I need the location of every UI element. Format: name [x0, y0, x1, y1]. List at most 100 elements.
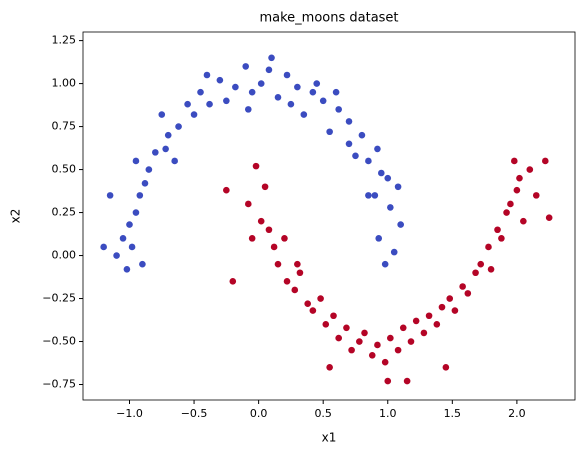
point: [335, 334, 342, 342]
point: [403, 377, 411, 385]
plot-frame: [82, 31, 576, 401]
point: [274, 94, 282, 101]
point: [407, 338, 415, 345]
point: [356, 338, 363, 345]
point: [545, 214, 553, 222]
point: [472, 269, 479, 277]
y-tick-label: −0.50: [42, 335, 76, 348]
point: [368, 351, 376, 359]
point: [100, 243, 107, 251]
point: [485, 243, 492, 251]
point: [317, 295, 324, 302]
point: [203, 71, 211, 79]
point: [343, 324, 350, 332]
point: [261, 183, 269, 191]
y-axis-label: x2: [9, 209, 23, 224]
x-tick-label: 1.5: [444, 407, 462, 420]
point: [394, 183, 402, 191]
point: [374, 145, 381, 153]
point: [397, 221, 404, 228]
point: [223, 97, 230, 105]
point: [171, 157, 178, 165]
point: [387, 204, 394, 211]
point: [498, 235, 505, 242]
point: [345, 140, 353, 148]
point: [175, 123, 182, 130]
point: [287, 100, 295, 108]
point: [332, 88, 340, 96]
point: [242, 63, 250, 70]
point: [283, 71, 291, 79]
point: [244, 200, 252, 208]
point: [232, 83, 239, 91]
point: [158, 111, 166, 118]
point: [371, 192, 379, 199]
point: [128, 243, 136, 251]
point: [184, 100, 191, 108]
point: [420, 329, 428, 337]
point: [283, 278, 291, 285]
point: [477, 260, 485, 268]
point: [345, 118, 353, 125]
point: [511, 157, 518, 165]
point: [412, 317, 420, 325]
point: [384, 174, 392, 182]
x-tick-label: 2.0: [508, 407, 526, 420]
point: [319, 97, 327, 105]
point: [322, 321, 330, 328]
x-tick-label: 0.5: [314, 407, 332, 420]
x-axis-label: x1: [322, 431, 337, 445]
point: [330, 312, 337, 320]
point: [206, 100, 213, 108]
y-tick-label: 0.50: [52, 163, 77, 176]
point: [433, 321, 441, 328]
point: [229, 278, 237, 285]
point: [265, 226, 273, 234]
point: [399, 324, 407, 332]
point: [374, 341, 381, 349]
point: [381, 358, 389, 366]
point: [387, 334, 394, 342]
point: [190, 111, 198, 118]
point: [139, 260, 146, 268]
y-tick-label: −0.25: [42, 292, 76, 305]
y-tick-label: 0.25: [52, 206, 77, 219]
point: [375, 235, 383, 242]
point: [459, 283, 466, 290]
point: [532, 192, 540, 199]
point: [377, 169, 385, 177]
point: [252, 162, 260, 170]
point: [503, 209, 510, 216]
point: [313, 80, 321, 87]
point: [296, 269, 304, 277]
point: [294, 260, 301, 268]
point: [390, 248, 398, 256]
point: [526, 166, 534, 173]
point: [268, 54, 275, 62]
point: [300, 111, 308, 118]
point: [132, 209, 140, 216]
point: [326, 128, 333, 136]
point: [141, 180, 149, 187]
point: [352, 152, 359, 160]
point: [281, 235, 288, 242]
point: [106, 192, 114, 199]
point: [384, 377, 392, 385]
point: [446, 295, 454, 302]
point: [216, 76, 224, 84]
point: [365, 157, 372, 165]
point: [309, 307, 317, 314]
point: [516, 174, 523, 182]
point: [487, 266, 495, 273]
x-tick-label: −1.0: [116, 407, 143, 420]
point: [113, 252, 120, 259]
point: [304, 300, 311, 308]
y-tick-label: −0.75: [42, 378, 76, 391]
point: [335, 106, 342, 113]
y-tick-label: 0.00: [52, 249, 77, 262]
point: [223, 186, 230, 194]
point: [438, 303, 446, 311]
point: [257, 217, 265, 225]
point: [152, 149, 159, 156]
